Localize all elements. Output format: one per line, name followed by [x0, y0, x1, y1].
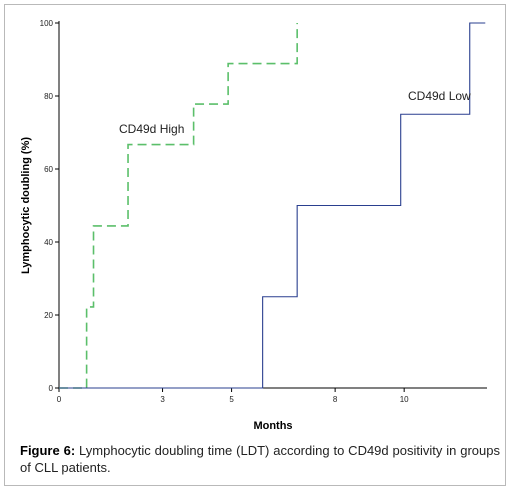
series-line-cd49d-high [59, 23, 298, 389]
figure-label: Figure 6: [20, 443, 76, 458]
x-tick-label: 5 [229, 395, 234, 404]
x-tick-label: 10 [400, 395, 409, 404]
figure-frame: 0 3 5 8 10 0 20 40 60 80 100 Months Lymphocytic d… [4, 4, 506, 486]
series-label-cd49d-high: CD49d High [119, 122, 184, 136]
y-tick-label: 40 [44, 238, 53, 247]
y-tick-label: 60 [44, 165, 53, 174]
figure-caption: Figure 6: Lymphocytic doubling time (LDT… [20, 442, 500, 476]
y-tick-label: 20 [44, 311, 53, 320]
y-tick-label: 0 [49, 384, 54, 393]
caption-text: Lymphocytic doubling time (LDT) accordin… [20, 443, 500, 475]
series-layer [59, 22, 486, 389]
x-ticks: 0 3 5 8 10 [57, 388, 409, 404]
x-axis-title: Months [253, 420, 292, 432]
x-tick-label: 8 [333, 395, 338, 404]
x-tick-label: 0 [57, 395, 62, 404]
y-tick-label: 100 [40, 19, 54, 28]
series-line-cd49d-low [59, 22, 486, 389]
series-label-cd49d-low: CD49d Low [408, 89, 471, 103]
y-tick-label: 80 [44, 92, 53, 101]
y-ticks: 0 20 40 60 80 100 [40, 19, 59, 393]
y-axis-title: Lymphocytic doubling (%) [20, 137, 32, 274]
chart-axes [58, 21, 487, 389]
chart-svg: 0 3 5 8 10 0 20 40 60 80 100 Months Lymphocytic d… [20, 19, 487, 432]
x-tick-label: 3 [160, 395, 165, 404]
